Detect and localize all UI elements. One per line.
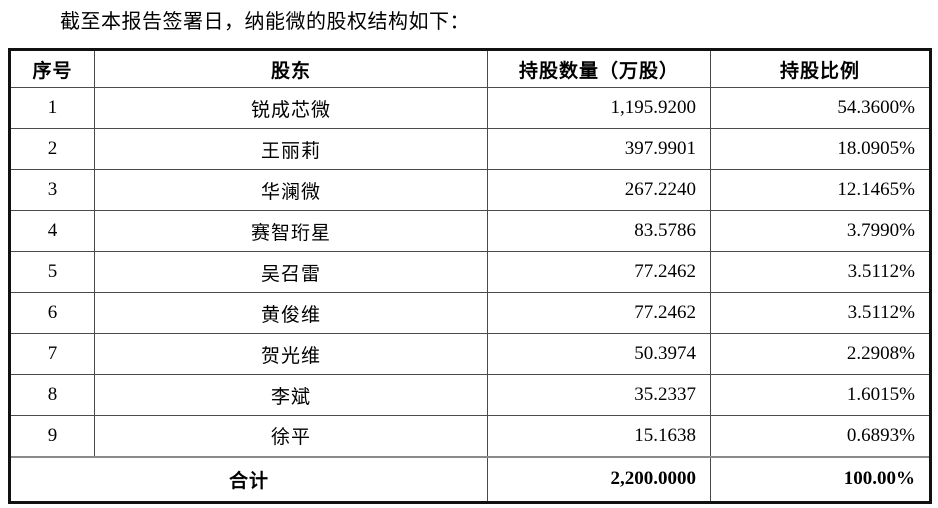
cell-shareholder: 吴召雷 — [94, 251, 488, 293]
col-header-serial: 序号 — [9, 49, 95, 88]
table-row: 3 华澜微 267.2240 12.1465% — [9, 169, 931, 211]
cell-shares: 267.2240 — [487, 169, 711, 211]
cell-shareholder: 赛智珩星 — [94, 210, 488, 252]
table-header: 序号 股东 持股数量（万股） 持股比例 — [9, 49, 931, 88]
cell-serial: 3 — [9, 169, 95, 211]
cell-ratio: 12.1465% — [710, 169, 931, 211]
cell-ratio: 3.5112% — [710, 251, 931, 293]
table-row: 6 黄俊维 77.2462 3.5112% — [9, 292, 931, 334]
intro-text: 截至本报告签署日，纳能微的股权结构如下： — [60, 11, 470, 33]
cell-ratio: 18.0905% — [710, 128, 931, 170]
cell-shareholder: 徐平 — [94, 415, 488, 457]
cell-shareholder: 华澜微 — [94, 169, 488, 211]
table-row: 8 李斌 35.2337 1.6015% — [9, 374, 931, 416]
cell-serial: 5 — [9, 251, 95, 293]
cell-ratio: 54.3600% — [710, 87, 931, 129]
cell-serial: 7 — [9, 333, 95, 375]
cell-serial: 4 — [9, 210, 95, 252]
total-row: 合计 2,200.0000 100.00% — [9, 455, 931, 503]
col-header-shareholder: 股东 — [94, 49, 488, 88]
shareholding-table: 序号 股东 持股数量（万股） 持股比例 1 锐成芯微 1,195.9200 54… — [8, 48, 932, 504]
cell-ratio: 3.5112% — [710, 292, 931, 334]
cell-ratio: 2.2908% — [710, 333, 931, 375]
cell-serial: 9 — [9, 415, 95, 457]
cell-shares: 83.5786 — [487, 210, 711, 252]
table-row: 1 锐成芯微 1,195.9200 54.3600% — [9, 87, 931, 129]
total-ratio: 100.00% — [710, 455, 931, 503]
cell-shares: 77.2462 — [487, 251, 711, 293]
cell-serial: 8 — [9, 374, 95, 416]
cell-shares: 397.9901 — [487, 128, 711, 170]
table-row: 4 赛智珩星 83.5786 3.7990% — [9, 210, 931, 252]
cell-shareholder: 锐成芯微 — [94, 87, 488, 129]
cell-shareholder: 李斌 — [94, 374, 488, 416]
table-row: 2 王丽莉 397.9901 18.0905% — [9, 128, 931, 170]
cell-shares: 1,195.9200 — [487, 87, 711, 129]
cell-shares: 15.1638 — [487, 415, 711, 457]
total-shares: 2,200.0000 — [487, 455, 711, 503]
total-label: 合计 — [9, 455, 488, 503]
cell-ratio: 1.6015% — [710, 374, 931, 416]
cell-shareholder: 贺光维 — [94, 333, 488, 375]
cell-shares: 35.2337 — [487, 374, 711, 416]
cell-ratio: 3.7990% — [710, 210, 931, 252]
col-header-ratio: 持股比例 — [710, 49, 931, 88]
table-row: 9 徐平 15.1638 0.6893% — [9, 415, 931, 457]
cell-serial: 6 — [9, 292, 95, 334]
cell-shares: 77.2462 — [487, 292, 711, 334]
header-row: 序号 股东 持股数量（万股） 持股比例 — [9, 49, 931, 88]
table-row: 7 贺光维 50.3974 2.2908% — [9, 333, 931, 375]
table-body: 1 锐成芯微 1,195.9200 54.3600% 2 王丽莉 397.990… — [9, 87, 931, 503]
col-header-shares: 持股数量（万股） — [487, 49, 711, 88]
cell-shareholder: 王丽莉 — [94, 128, 488, 170]
cell-shareholder: 黄俊维 — [94, 292, 488, 334]
cell-shares: 50.3974 — [487, 333, 711, 375]
table-row: 5 吴召雷 77.2462 3.5112% — [9, 251, 931, 293]
cell-serial: 2 — [9, 128, 95, 170]
cell-ratio: 0.6893% — [710, 415, 931, 457]
cell-serial: 1 — [9, 87, 95, 129]
